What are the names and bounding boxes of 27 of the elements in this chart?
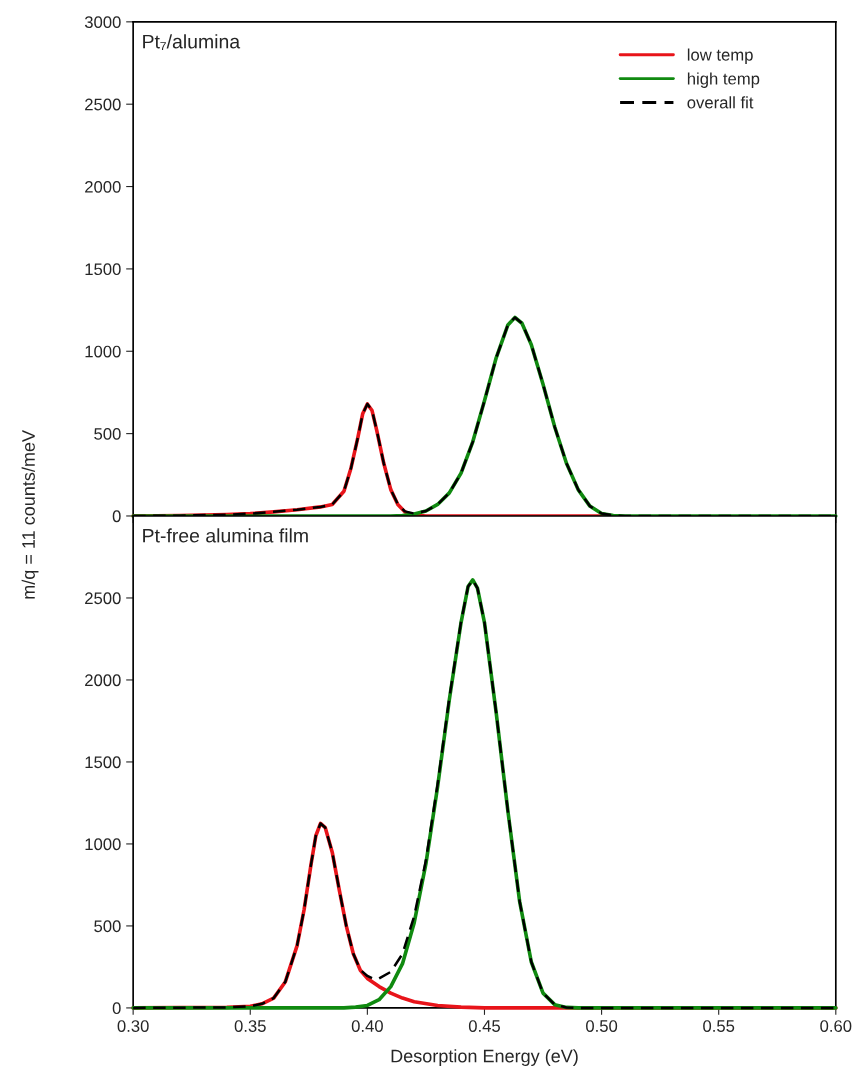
x-tick-label: 0.55 (703, 1020, 735, 1032)
y-tick-label: 2000 (85, 180, 121, 193)
x-tick-label: 0.50 (586, 1020, 618, 1032)
y-tick-label: 2000 (85, 674, 121, 687)
y-tick-label: 1500 (85, 263, 121, 276)
y-tick-label: 1000 (85, 345, 121, 358)
x-axis-title: Desorption Energy (eV) (391, 1049, 578, 1066)
y-tick-label: 1500 (85, 756, 121, 769)
y-tick-label: 500 (94, 920, 121, 933)
legend-label: high temp (687, 72, 760, 88)
y-tick-label: 1000 (85, 838, 121, 851)
text: Pt₇/alumina (143, 34, 241, 50)
y-tick-label: 2500 (85, 98, 121, 111)
legend-label: overall fit (687, 96, 754, 109)
y-tick-label: 0 (112, 510, 121, 523)
x-tick-label: 0.30 (117, 1020, 149, 1032)
y-tick-label: 3000 (84, 16, 121, 29)
x-tick-label: 0.40 (351, 1020, 383, 1032)
y-axis-title: m/q = 11 counts/meV (21, 430, 39, 599)
x-tick-label: 0.45 (468, 1020, 500, 1032)
text: Pt-free alumina film (143, 528, 308, 543)
y-tick-label: 0 (112, 1002, 121, 1015)
legend-label: low temp (687, 48, 753, 65)
y-tick-label: 500 (94, 428, 121, 440)
y-tick-label: 2500 (85, 592, 121, 605)
x-tick-label: 0.35 (234, 1020, 266, 1032)
x-tick-label: 0.60 (820, 1020, 852, 1032)
